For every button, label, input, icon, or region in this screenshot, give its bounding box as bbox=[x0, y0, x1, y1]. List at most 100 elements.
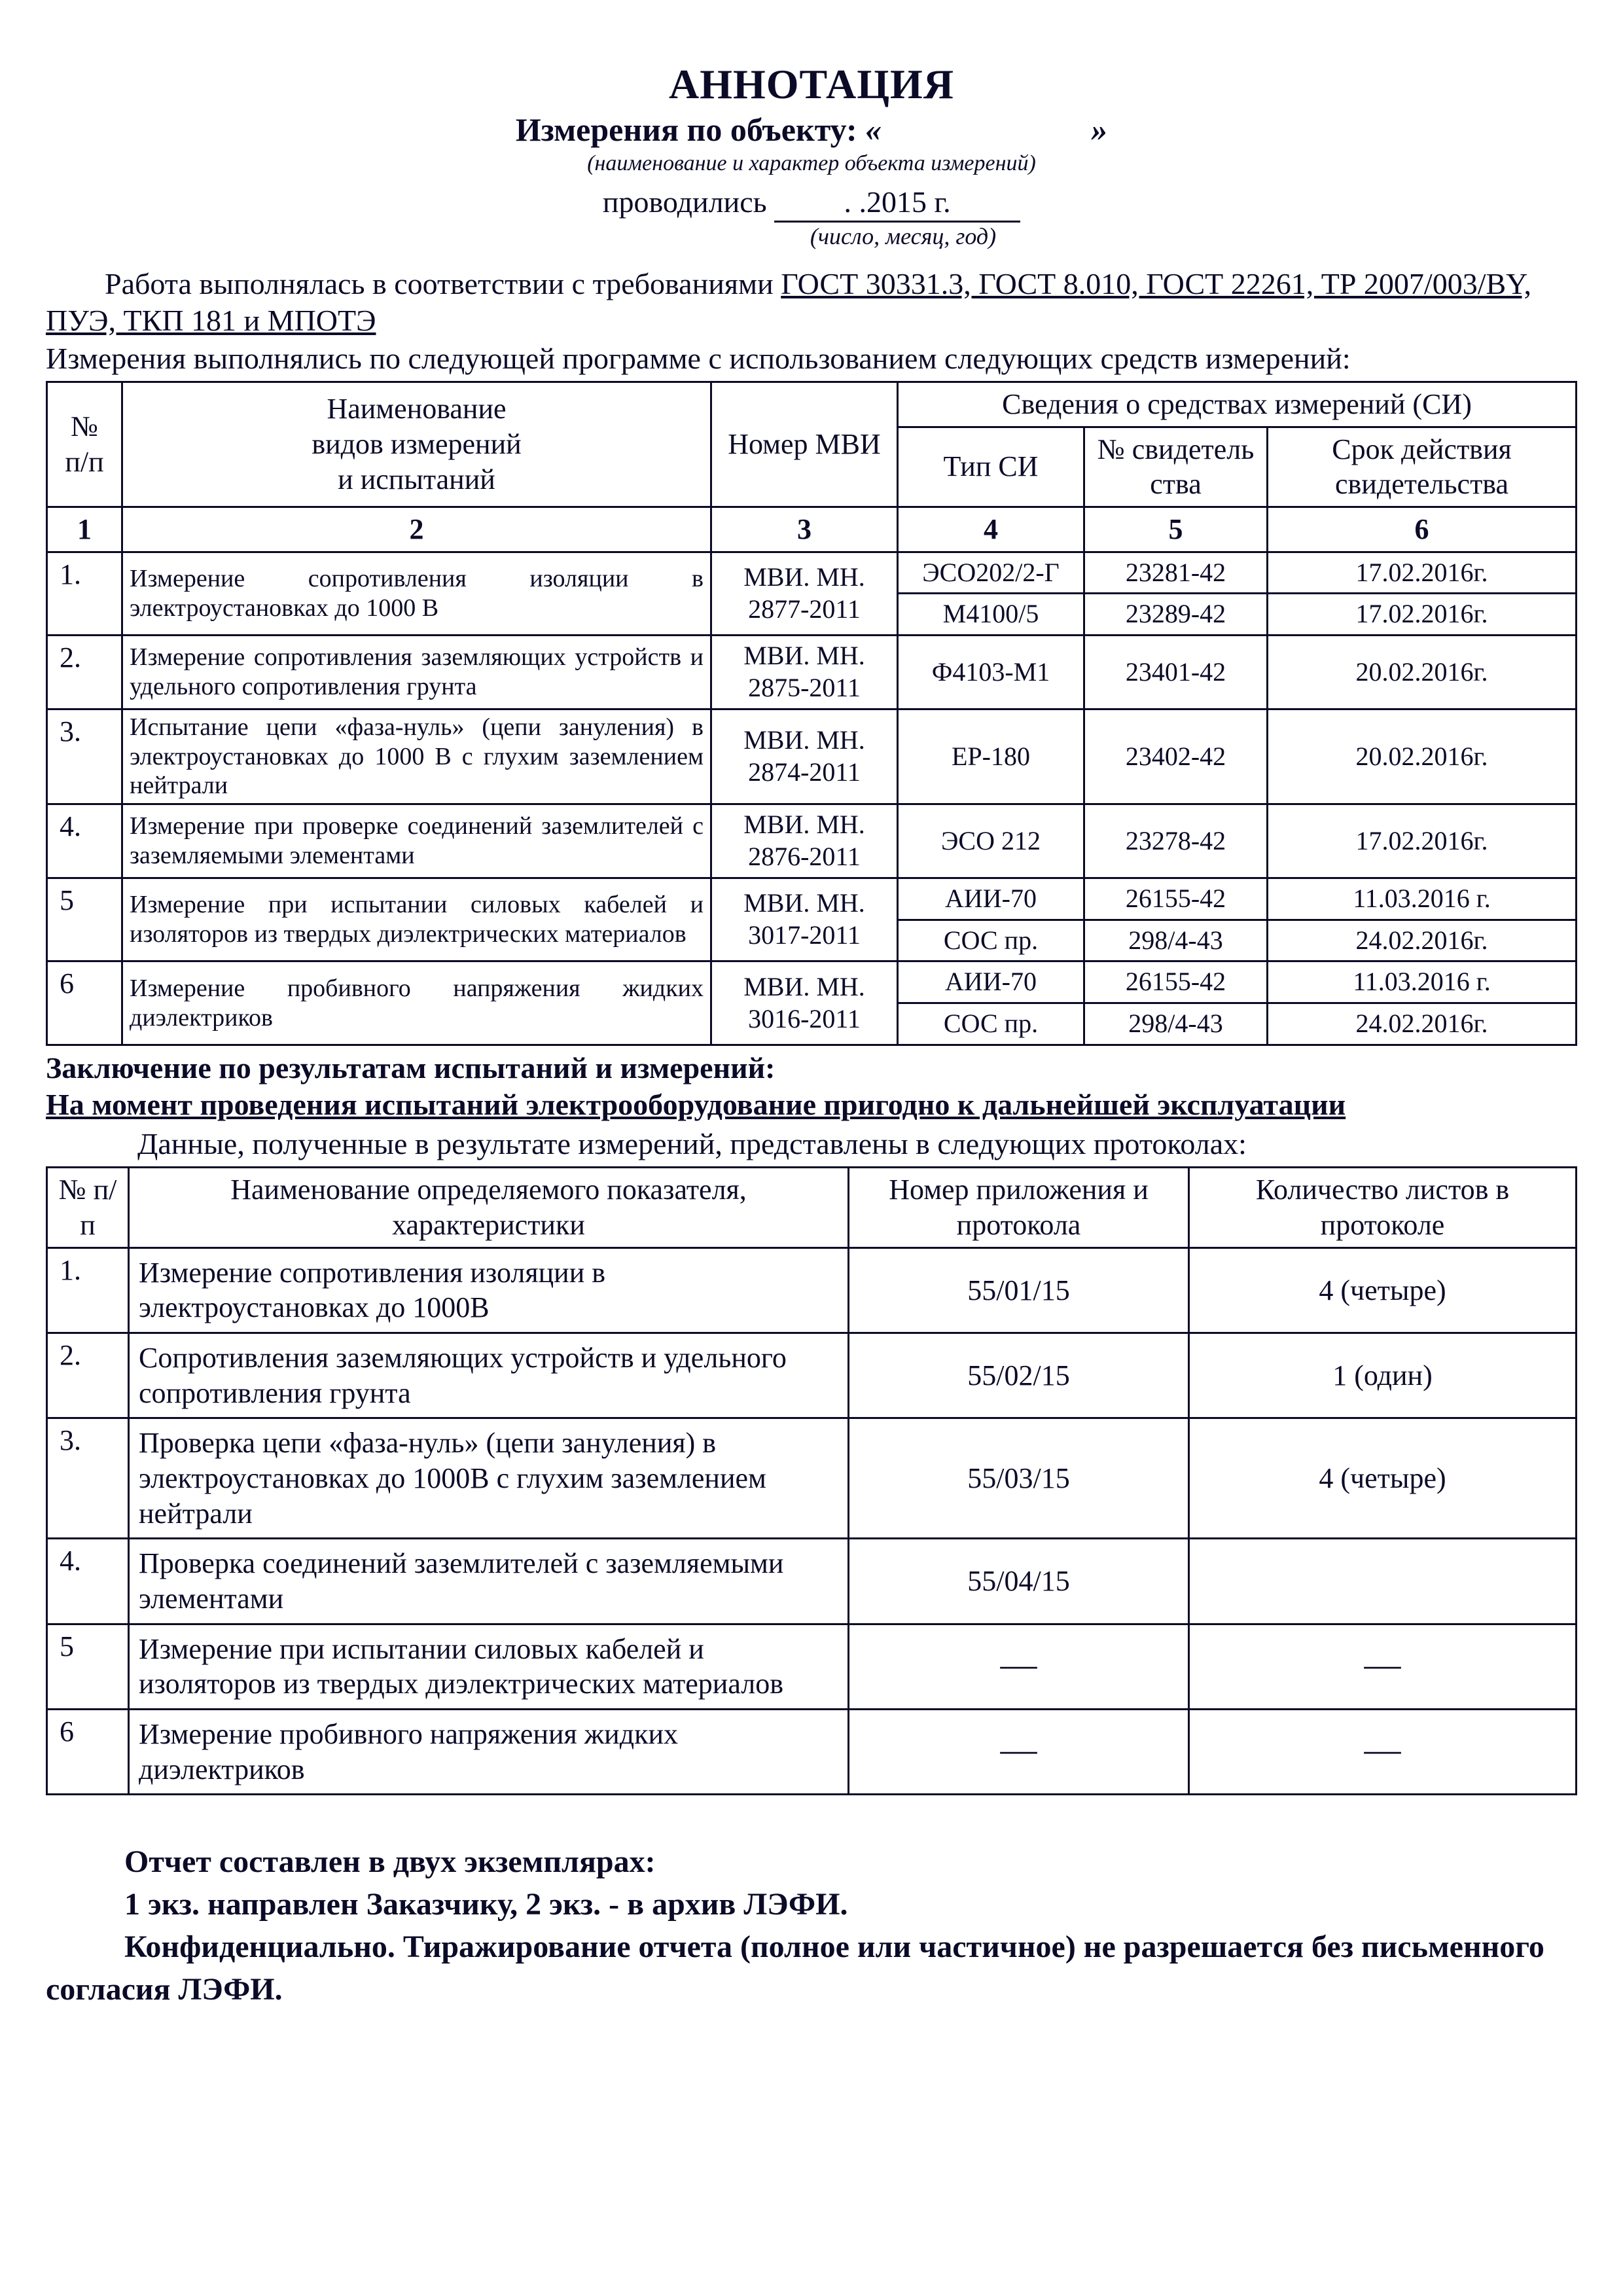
si-cert: 23402-42 bbox=[1084, 709, 1268, 804]
table-row: 6Измерение пробивного напряжения жидких … bbox=[47, 961, 1577, 1003]
row-number: 3. bbox=[47, 1418, 129, 1539]
si-type: АИИ-70 bbox=[898, 878, 1084, 920]
si-valid: 17.02.2016г. bbox=[1268, 804, 1577, 878]
t1-head: № п/п Наименование видов измерений и исп… bbox=[47, 382, 1577, 552]
row-mvi: МВИ. МН. 2876-2011 bbox=[711, 804, 898, 878]
si-cert: 23289-42 bbox=[1084, 594, 1268, 636]
si-cert: 26155-42 bbox=[1084, 878, 1268, 920]
row-mvi: МВИ. МН. 2875-2011 bbox=[711, 636, 898, 709]
t2-h-name: Наименование определяемого показателя, х… bbox=[129, 1168, 849, 1247]
t2-body: 1.Измерение сопротивления изоляции в эле… bbox=[47, 1247, 1577, 1795]
table-row: 6Измерение пробивного напряжения жидких … bbox=[47, 1710, 1577, 1795]
si-valid: 17.02.2016г. bbox=[1268, 594, 1577, 636]
row-number: 4. bbox=[47, 1539, 129, 1624]
measurements-table: № п/п Наименование видов измерений и исп… bbox=[46, 381, 1577, 1046]
doc-title: АННОТАЦИЯ bbox=[46, 59, 1577, 110]
row-number: 5 bbox=[47, 1624, 129, 1709]
row-desc: Измерение при проверке соединений заземл… bbox=[122, 804, 711, 878]
doc-title-block: АННОТАЦИЯ Измерения по объекту: «» (наим… bbox=[46, 59, 1577, 251]
table-row: 3.Проверка цепи «фаза-нуль» (цепи зануле… bbox=[47, 1418, 1577, 1539]
conducted-label: проводились bbox=[603, 185, 767, 219]
si-cert: 26155-42 bbox=[1084, 961, 1268, 1003]
date-value: . .2015 г. bbox=[774, 184, 1020, 223]
object-label: Измерения по объекту: bbox=[516, 111, 865, 148]
t1-h-si: Сведения о средствах измерений (СИ) bbox=[898, 382, 1577, 427]
footer-l2: 1 экз. направлен Заказчику, 2 экз. - в а… bbox=[46, 1884, 1577, 1926]
row-mvi: МВИ. МН. 3016-2011 bbox=[711, 961, 898, 1045]
row-desc: Проверка цепи «фаза-нуль» (цепи занулени… bbox=[129, 1418, 849, 1539]
row-number: 2. bbox=[47, 636, 122, 709]
row-number: 3. bbox=[47, 709, 122, 804]
si-valid: 17.02.2016г. bbox=[1268, 552, 1577, 594]
si-valid: 20.02.2016г. bbox=[1268, 709, 1577, 804]
t1-c6: 6 bbox=[1268, 507, 1577, 552]
t2-h-num: № п/п bbox=[47, 1168, 129, 1247]
intro-para-1: Работа выполнялась в соответствии с треб… bbox=[46, 266, 1577, 339]
table-row: 5Измерение при испытании силовых кабелей… bbox=[47, 878, 1577, 920]
si-type: СОС пр. bbox=[898, 1003, 1084, 1045]
row-app: — bbox=[849, 1710, 1189, 1795]
table-row: 2.Сопротивления заземляющих устройств и … bbox=[47, 1333, 1577, 1418]
si-valid: 24.02.2016г. bbox=[1268, 920, 1577, 961]
date-caption: (число, месяц, год) bbox=[229, 223, 1577, 251]
row-sheets: — bbox=[1189, 1624, 1577, 1709]
t1-h-name-text: Наименование видов измерений и испытаний bbox=[131, 391, 702, 497]
si-valid: 20.02.2016г. bbox=[1268, 636, 1577, 709]
table-row: 1.Измерение сопротивления изоляции в эле… bbox=[47, 1247, 1577, 1333]
row-app: 55/04/15 bbox=[849, 1539, 1189, 1624]
t1-h-name: Наименование видов измерений и испытаний bbox=[122, 382, 711, 507]
row-desc: Измерение сопротивления заземляющих устр… bbox=[122, 636, 711, 709]
row-desc: Проверка соединений заземлителей с зазем… bbox=[129, 1539, 849, 1624]
row-sheets: 4 (четыре) bbox=[1189, 1247, 1577, 1333]
t2-h-app: Номер приложения и протокола bbox=[849, 1168, 1189, 1247]
date-row: проводились . .2015 г. bbox=[46, 184, 1577, 223]
t1-c3: 3 bbox=[711, 507, 898, 552]
intro-para-2: Измерения выполнялись по следующей прогр… bbox=[46, 340, 1577, 377]
si-type: ЕР-180 bbox=[898, 709, 1084, 804]
si-cert: 23281-42 bbox=[1084, 552, 1268, 594]
si-type: ЭСО 212 bbox=[898, 804, 1084, 878]
t1-c1: 1 bbox=[47, 507, 122, 552]
table-row: 2.Измерение сопротивления заземляющих ус… bbox=[47, 636, 1577, 709]
t1-h-cert: № свидетель ства bbox=[1084, 427, 1268, 507]
footer-l3-text: Конфиденциально. Тиражирование отчета (п… bbox=[46, 1929, 1544, 2007]
row-desc: Измерение при испытании силовых кабелей … bbox=[122, 878, 711, 961]
quote-close: » bbox=[1091, 111, 1107, 148]
intro1-prefix: Работа выполнялась в соответствии с треб… bbox=[105, 267, 781, 300]
si-type: Ф4103-М1 bbox=[898, 636, 1084, 709]
t1-h-num: № п/п bbox=[47, 382, 122, 507]
row-desc: Измерение пробивного напряжения жидких д… bbox=[129, 1710, 849, 1795]
row-app: — bbox=[849, 1624, 1189, 1709]
t2-h-sheets: Количество листов в протоколе bbox=[1189, 1168, 1577, 1247]
row-desc: Измерение сопротивления изоляции в элект… bbox=[129, 1247, 849, 1333]
row-number: 1. bbox=[47, 1247, 129, 1333]
conclusion-label: Заключение по результатам испытаний и из… bbox=[46, 1051, 775, 1085]
row-number: 1. bbox=[47, 552, 122, 636]
si-cert: 298/4-43 bbox=[1084, 1003, 1268, 1045]
row-mvi: МВИ. МН. 2874-2011 bbox=[711, 709, 898, 804]
table-row: 4.Измерение при проверке соединений зазе… bbox=[47, 804, 1577, 878]
protocols-table: № п/п Наименование определяемого показат… bbox=[46, 1166, 1577, 1795]
conclusion-text: На момент проведения испытаний электрооб… bbox=[46, 1088, 1346, 1121]
si-valid: 11.03.2016 г. bbox=[1268, 878, 1577, 920]
object-line: Измерения по объекту: «» bbox=[46, 110, 1577, 150]
footer-l3: Конфиденциально. Тиражирование отчета (п… bbox=[46, 1926, 1577, 2011]
t1-c2: 2 bbox=[122, 507, 711, 552]
footer-l1: Отчет составлен в двух экземплярах: bbox=[46, 1841, 1577, 1884]
row-mvi: МВИ. МН. 2877-2011 bbox=[711, 552, 898, 636]
si-type: СОС пр. bbox=[898, 920, 1084, 961]
table-row: 5Измерение при испытании силовых кабелей… bbox=[47, 1624, 1577, 1709]
row-app: 55/01/15 bbox=[849, 1247, 1189, 1333]
row-app: 55/02/15 bbox=[849, 1333, 1189, 1418]
table-row: 1.Измерение сопротивления изоляции в эле… bbox=[47, 552, 1577, 594]
si-cert: 298/4-43 bbox=[1084, 920, 1268, 961]
si-valid: 24.02.2016г. bbox=[1268, 1003, 1577, 1045]
row-desc: Измерение пробивного напряжения жидких д… bbox=[122, 961, 711, 1045]
row-sheets: 1 (один) bbox=[1189, 1333, 1577, 1418]
row-number: 2. bbox=[47, 1333, 129, 1418]
t1-h-type: Тип СИ bbox=[898, 427, 1084, 507]
row-sheets: — bbox=[1189, 1710, 1577, 1795]
si-type: М4100/5 bbox=[898, 594, 1084, 636]
row-desc: Измерение сопротивления изоляции в элект… bbox=[122, 552, 711, 636]
row-number: 6 bbox=[47, 961, 122, 1045]
